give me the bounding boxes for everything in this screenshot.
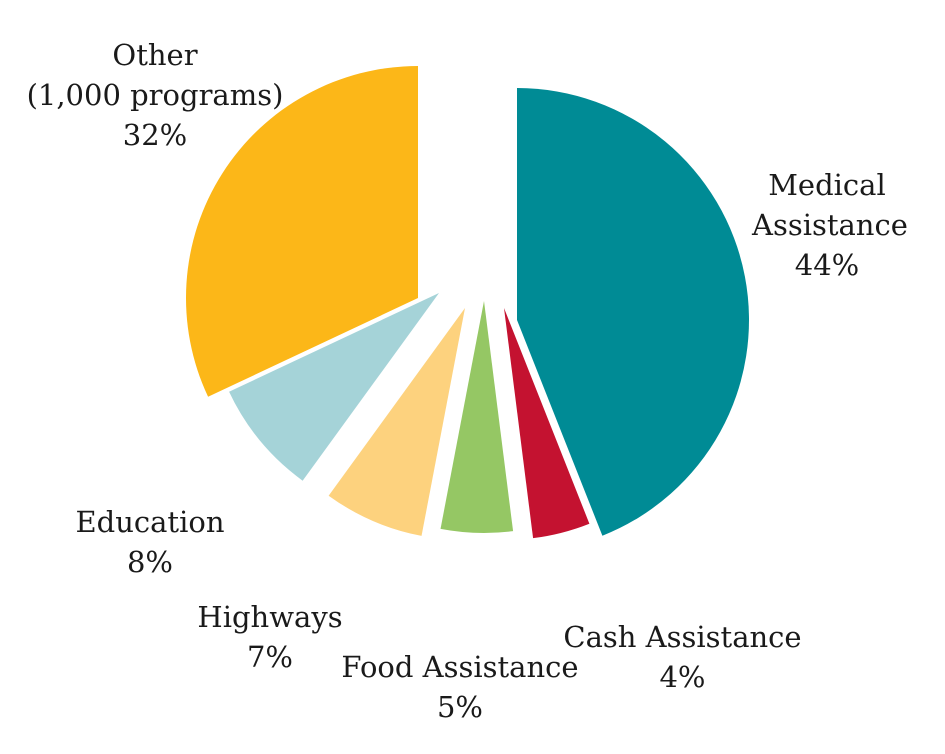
label-other-line-1: Other xyxy=(112,38,198,72)
pie-slice-other xyxy=(186,66,418,397)
label-highways-percent: 7% xyxy=(246,640,293,674)
label-highways-line-1: Highways xyxy=(197,600,343,634)
pie-slice-food-assistance xyxy=(440,301,514,533)
label-medical-percent: 44% xyxy=(794,248,860,282)
pie-slice-education xyxy=(229,293,439,481)
label-other-line-2: (1,000 programs) xyxy=(26,78,284,112)
label-cash-assistance: Cash Assistance 4% xyxy=(560,617,805,697)
label-food-assistance: Food Assistance 5% xyxy=(340,647,580,727)
label-medical-line-1: Medical xyxy=(768,168,886,202)
label-education: Education 8% xyxy=(70,502,230,582)
label-medical-assistance: Medical Assistance 44% xyxy=(752,165,908,285)
pie-slice-cash-assistance xyxy=(504,308,590,539)
label-education-line-1: Education xyxy=(75,505,225,539)
label-medical-line-2: Assistance xyxy=(752,208,908,242)
label-education-percent: 8% xyxy=(126,545,173,579)
label-food-line-1: Food Assistance xyxy=(341,650,579,684)
label-cash-line-1: Cash Assistance xyxy=(563,620,802,654)
label-highways: Highways 7% xyxy=(190,597,350,677)
label-other-percent: 32% xyxy=(122,118,188,152)
pie-slice-highways xyxy=(328,308,465,536)
label-cash-percent: 4% xyxy=(659,660,706,694)
label-other: Other (1,000 programs) 32% xyxy=(10,35,300,155)
pie-slice-medical xyxy=(517,88,749,536)
label-food-percent: 5% xyxy=(436,690,483,724)
